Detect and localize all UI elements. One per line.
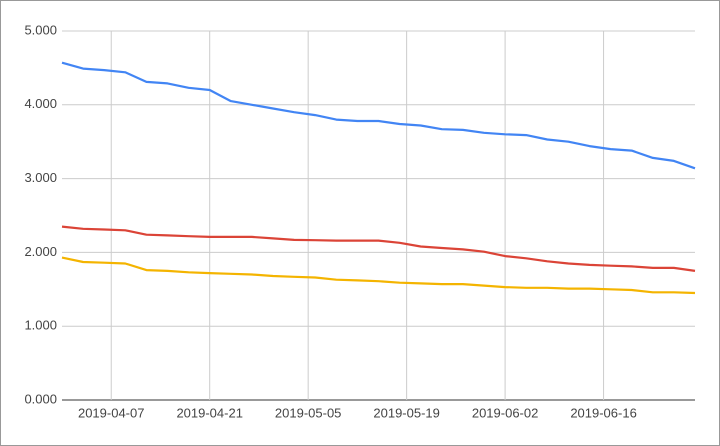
x-tick-label: 2019-06-16: [570, 405, 637, 420]
series-line: [61, 61, 696, 170]
series-line: [61, 256, 696, 295]
y-tick-label: 0.000: [24, 391, 57, 406]
x-tick-label: 2019-05-19: [373, 405, 440, 420]
y-tick-label: 2.000: [24, 244, 57, 259]
x-tick-label: 2019-04-21: [176, 405, 243, 420]
x-tick-label: 2019-05-05: [275, 405, 342, 420]
series-line: [61, 225, 696, 272]
x-tick-label: 2019-06-02: [472, 405, 539, 420]
y-tick-label: 1.000: [24, 318, 57, 333]
x-tick-label: 2019-04-07: [78, 405, 145, 420]
y-tick-label: 4.000: [24, 96, 57, 111]
y-tick-label: 3.000: [24, 170, 57, 185]
y-tick-label: 5.000: [24, 22, 57, 37]
